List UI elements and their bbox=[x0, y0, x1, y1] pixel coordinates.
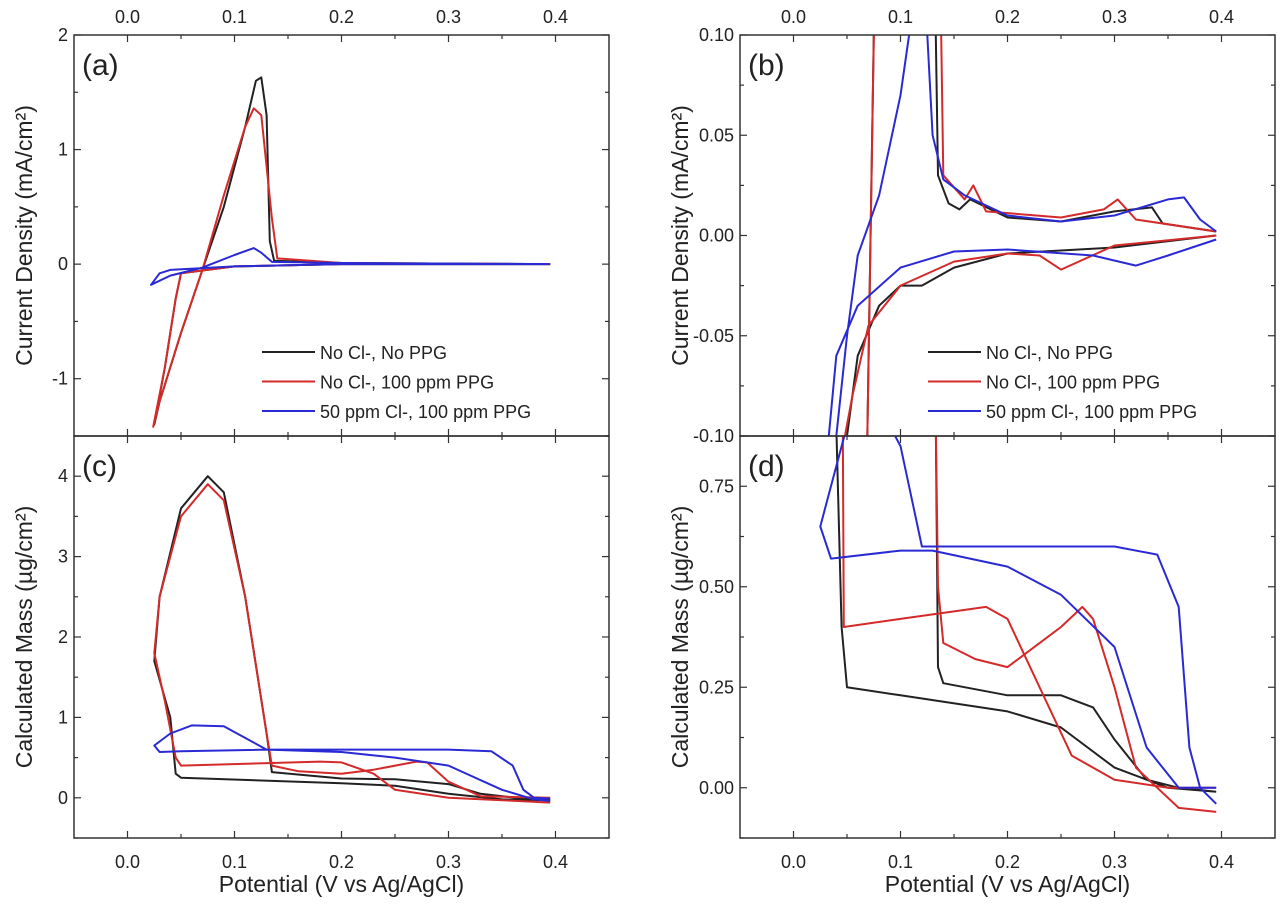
x-tick-label: 0.1 bbox=[888, 7, 913, 27]
y-tick-label: 0 bbox=[58, 788, 68, 808]
x-tick-label: 0.1 bbox=[222, 852, 247, 872]
panel-b: 0.0 0.1 0.2 0.3 0.4 -0.10 -0.05 0.00 0.05 0.10 Cur… bbox=[667, 7, 1276, 446]
x-tick-label: 0.4 bbox=[543, 7, 568, 27]
y-tick-label: 0.05 bbox=[699, 125, 734, 145]
y-tick-label: -0.05 bbox=[693, 326, 734, 346]
x-tick-label: 0.3 bbox=[436, 852, 461, 872]
y-axis-label: Current Density (mA/cm²) bbox=[667, 105, 693, 366]
panel-label: (b) bbox=[748, 49, 785, 82]
x-tick-label: 0.3 bbox=[1102, 852, 1127, 872]
series-line-red bbox=[153, 483, 551, 804]
y-tick-label: 0.75 bbox=[699, 476, 734, 496]
series-line-red bbox=[843, 35, 1217, 436]
legend-label: No Cl-, No PPG bbox=[986, 343, 1113, 363]
panel-label: (d) bbox=[748, 450, 785, 483]
series-line-red bbox=[152, 107, 551, 428]
x-tick-label: 0.4 bbox=[543, 852, 568, 872]
y-tick-label: 1 bbox=[58, 707, 68, 727]
x-tick-label: 0.4 bbox=[1209, 7, 1234, 27]
series-line-blue bbox=[153, 724, 551, 802]
legend-label: No Cl-, 100 ppm PPG bbox=[986, 373, 1160, 393]
y-tick-label: -1 bbox=[52, 369, 68, 389]
x-tick-label: 0.0 bbox=[115, 7, 140, 27]
y-tick-label: 3 bbox=[58, 547, 68, 567]
legend-label: No Cl-, 100 ppm PPG bbox=[320, 373, 494, 393]
series-line-black bbox=[845, 35, 1217, 436]
x-axis-label: Potential (V vs Ag/AgCl) bbox=[885, 871, 1130, 897]
x-tick-label: 0.0 bbox=[781, 852, 806, 872]
legend: No Cl-, No PPG No Cl-, 100 ppm PPG 50 ppm … bbox=[262, 343, 531, 422]
panel-d: 0.0 0.1 0.2 0.3 0.4 0.00 0.25 0.50 0.75 Calculate… bbox=[667, 435, 1276, 897]
series-line-black bbox=[835, 436, 1217, 793]
x-tick-label: 0.4 bbox=[1209, 852, 1234, 872]
x-tick-label: 0.3 bbox=[436, 7, 461, 27]
x-tick-label: 0.2 bbox=[329, 852, 354, 872]
x-tick-label: 0.3 bbox=[1102, 7, 1127, 27]
legend: No Cl-, No PPG No Cl-, 100 ppm PPG 50 ppm … bbox=[928, 343, 1197, 422]
y-tick-label: 0.10 bbox=[699, 25, 734, 45]
series-line-black bbox=[153, 475, 551, 802]
legend-label: 50 ppm Cl-, 100 ppm PPG bbox=[320, 402, 531, 422]
y-tick-label: 2 bbox=[58, 25, 68, 45]
x-tick-label: 0.2 bbox=[329, 7, 354, 27]
y-tick-label: 4 bbox=[58, 466, 68, 486]
series-line-blue bbox=[827, 35, 1217, 436]
x-tick-label: 0.0 bbox=[781, 7, 806, 27]
panel-c: 0.0 0.1 0.2 0.3 0.4 0 1 2 3 4 Calculated Mass (µg/… bbox=[11, 435, 610, 897]
series-line-blue bbox=[150, 247, 551, 286]
panel-label: (c) bbox=[82, 450, 117, 483]
x-axis-label: Potential (V vs Ag/AgCl) bbox=[219, 871, 464, 897]
x-tick-label: 0.2 bbox=[995, 852, 1020, 872]
series-line-red bbox=[841, 436, 1217, 813]
y-axis-label: Calculated Mass (µg/cm²) bbox=[667, 506, 693, 768]
y-axis-label: Calculated Mass (µg/cm²) bbox=[11, 506, 37, 768]
y-tick-label: 0.25 bbox=[699, 677, 734, 697]
y-tick-label: 2 bbox=[58, 627, 68, 647]
x-tick-label: 0.2 bbox=[995, 7, 1020, 27]
x-tick-label: 0.1 bbox=[888, 852, 913, 872]
y-axis-label: Current Density (mA/cm²) bbox=[11, 105, 37, 366]
y-tick-label: 0 bbox=[58, 254, 68, 274]
series-line-blue bbox=[819, 436, 1217, 805]
plot-frame bbox=[739, 435, 1276, 839]
x-tick-label: 0.0 bbox=[115, 852, 140, 872]
panel-a: 0.0 0.1 0.2 0.3 0.4 -1 0 1 2 Current Density (mA/… bbox=[11, 7, 610, 437]
y-tick-label: 0.50 bbox=[699, 577, 734, 597]
y-tick-label: -0.10 bbox=[693, 426, 734, 446]
x-tick-label: 0.1 bbox=[222, 7, 247, 27]
legend-label: 50 ppm Cl-, 100 ppm PPG bbox=[986, 402, 1197, 422]
legend-label: No Cl-, No PPG bbox=[320, 343, 447, 363]
y-tick-label: 1 bbox=[58, 140, 68, 160]
y-tick-label: 0.00 bbox=[699, 778, 734, 798]
y-tick-label: 0.00 bbox=[699, 226, 734, 246]
panel-label: (a) bbox=[82, 49, 119, 82]
